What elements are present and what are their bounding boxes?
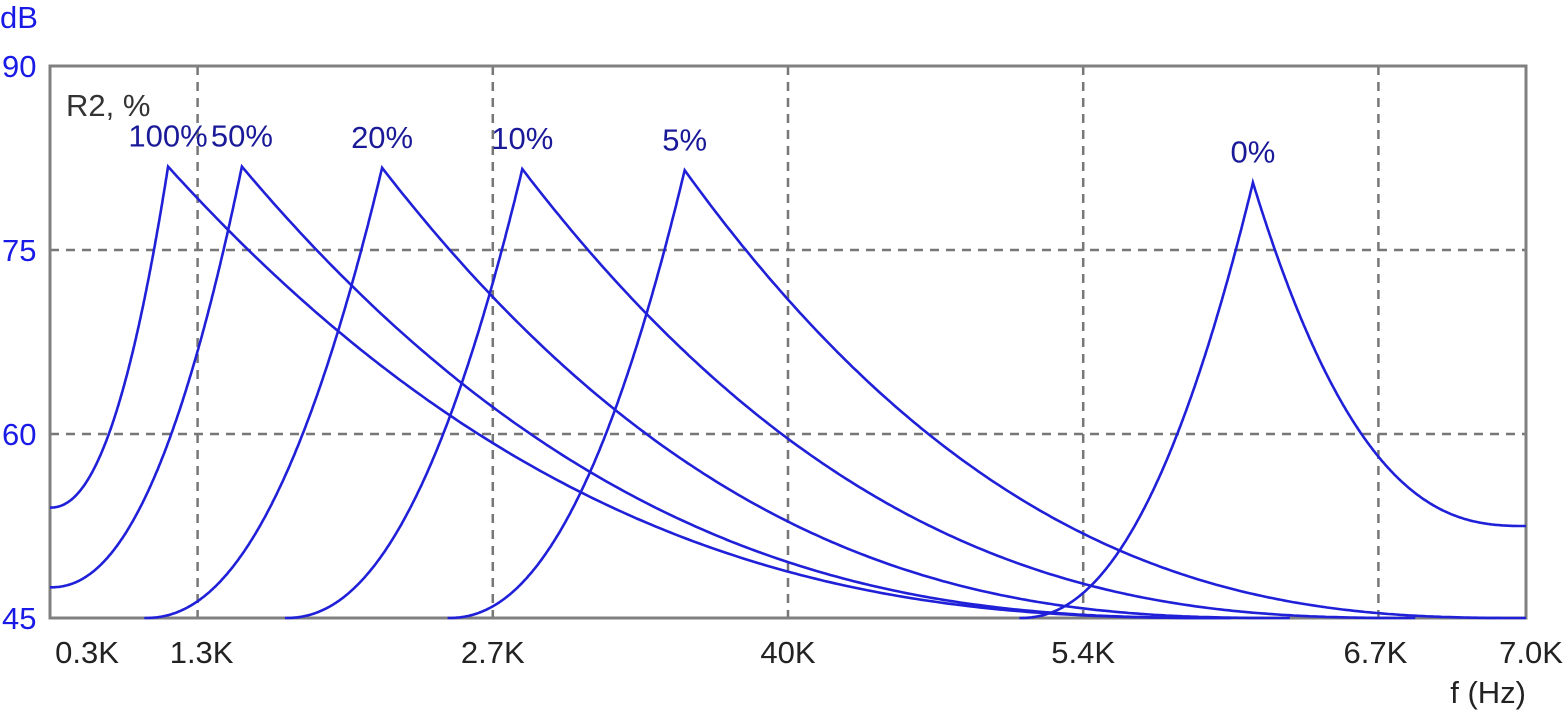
- x-tick-label: 1.3K: [170, 635, 234, 670]
- series-label: 20%: [351, 120, 413, 155]
- y-tick-label: 60: [2, 417, 36, 452]
- x-tick-label: 0.3K: [55, 635, 119, 670]
- y-tick-label: 90: [2, 49, 36, 84]
- y-tick-label: 75: [2, 233, 36, 268]
- x-axis-label: f (Hz): [1450, 675, 1526, 710]
- plot-frame: [48, 64, 1528, 620]
- series-curve-4: [447, 167, 1526, 620]
- series-curve-2: [144, 164, 1290, 620]
- series-curve-1: [50, 163, 1231, 620]
- x-tick-label: 40K: [760, 635, 815, 670]
- series-label: 5%: [662, 122, 707, 157]
- series-labels: 100% 50% 20% 10% 5% 0%: [128, 119, 1275, 170]
- series-curve-3: [284, 166, 1416, 620]
- x-tick-label: 2.7K: [461, 635, 525, 670]
- grid-lines: [50, 66, 1526, 618]
- series-label: 100%: [128, 119, 207, 154]
- x-tick-label: 7.0K: [1499, 635, 1563, 670]
- series-label: 0%: [1231, 135, 1276, 170]
- legend-title: R2, %: [66, 88, 150, 123]
- series-curve-0: [50, 163, 1231, 620]
- series-label: 10%: [491, 121, 553, 156]
- y-axis-label: dB: [0, 0, 38, 35]
- y-tick-label: 45: [2, 601, 36, 636]
- series-curves: [50, 163, 1526, 620]
- x-tick-label: 5.4K: [1051, 635, 1115, 670]
- series-curve-5: [1019, 177, 1526, 620]
- series-label: 50%: [211, 119, 273, 154]
- x-tick-label: 6.7K: [1344, 635, 1408, 670]
- x-axis-tick-labels: 0.3K 1.3K 2.7K 40K 5.4K 6.7K 7.0K: [55, 635, 1563, 670]
- y-axis-tick-labels: 90 75 60 45: [2, 49, 36, 636]
